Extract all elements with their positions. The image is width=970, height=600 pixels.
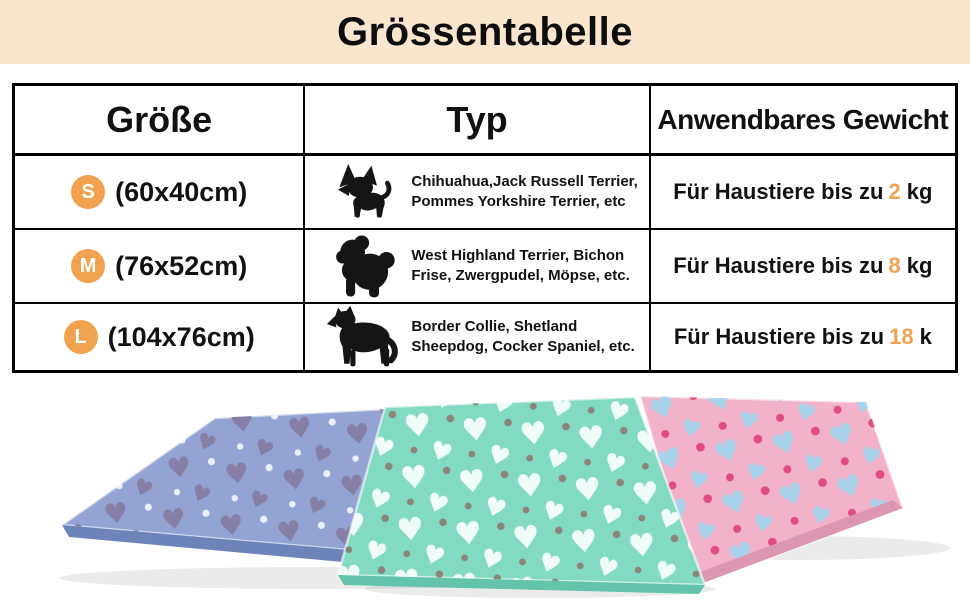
weight-cell-s: Für Haustiere bis zu 2 kg [648, 156, 955, 228]
weight-cell-m: Für Haustiere bis zu 8 kg [648, 230, 955, 302]
breed-line: Chihuahua,Jack Russell Terrier, [411, 173, 638, 190]
size-badge-m: M [71, 249, 106, 283]
mint-heart-blanket [336, 395, 707, 594]
size-badge-s: S [71, 175, 106, 209]
breed-text-s: Chihuahua,Jack Russell Terrier, Pommes Y… [411, 172, 637, 212]
table-row-l: L (104x76cm) [15, 302, 955, 370]
chihuahua-icon [319, 162, 411, 222]
breed-line: Border Collie, Shetland [411, 318, 578, 335]
pink-heart-blanket [638, 394, 905, 588]
column-header-typ: Typ [446, 98, 508, 140]
breed-text-m: West Highland Terrier, Bichon Frise, Zwe… [411, 246, 629, 286]
breed-line: Sheepdog, Cocker Spaniel, etc. [411, 338, 635, 355]
size-dims-l: (104x76cm) [107, 321, 255, 352]
table-row-s: S (60x40cm) [15, 154, 955, 228]
breed-line: West Highland Terrier, Bichon [411, 247, 625, 264]
breed-line: Pommes Yorkshire Terrier, etc [411, 193, 626, 210]
size-table: Größe Typ Anwendbares Gewicht S (60x40cm… [12, 83, 958, 373]
type-cell-s: Chihuahua,Jack Russell Terrier, Pommes Y… [303, 156, 648, 228]
page-title: Grössentabelle [336, 9, 633, 54]
size-cell-s: S (60x40cm) [15, 156, 303, 228]
size-cell-m: M (76x52cm) [15, 230, 303, 302]
weight-value: 2 [888, 179, 901, 204]
table-row-m: M (76x52cm) [15, 228, 955, 302]
bichon-frise-icon [319, 233, 411, 299]
weight-text: Für Haustiere bis zu [673, 179, 884, 204]
header-banner: Grössentabelle [0, 0, 970, 64]
blankets-illustration: ♥ ♥ ♥ ♥ ♥ ♥ [58, 394, 950, 598]
weight-value: 18 [889, 324, 914, 349]
weight-cell-l: Für Haustiere bis zu 18 k [648, 304, 955, 370]
weight-unit: kg [906, 253, 933, 278]
size-cell-l: L (104x76cm) [15, 304, 303, 370]
border-collie-icon [319, 305, 411, 369]
table-header-row: Größe Typ Anwendbares Gewicht [15, 86, 955, 154]
type-cell-m: West Highland Terrier, Bichon Frise, Zwe… [303, 230, 648, 302]
column-header-groesse: Größe [106, 98, 213, 140]
header-cell-size: Größe [15, 86, 303, 153]
weight-unit: kg [906, 179, 933, 204]
weight-unit: k [919, 324, 932, 349]
size-dims-s: (60x40cm) [115, 176, 248, 207]
size-dims-m: (76x52cm) [115, 250, 248, 281]
header-cell-type: Typ [303, 86, 648, 153]
breed-text-l: Border Collie, Shetland Sheepdog, Cocker… [411, 317, 634, 357]
weight-text: Für Haustiere bis zu [673, 324, 885, 349]
column-header-gewicht: Anwendbares Gewicht [657, 103, 949, 135]
size-badge-l: L [63, 320, 98, 354]
type-cell-l: Border Collie, Shetland Sheepdog, Cocker… [303, 304, 648, 370]
product-photo: ♥ ♥ ♥ ♥ ♥ ♥ [0, 378, 970, 600]
breed-line: Frise, Zwergpudel, Möpse, etc. [411, 267, 630, 284]
header-cell-weight: Anwendbares Gewicht [648, 86, 955, 153]
weight-value: 8 [888, 253, 901, 278]
weight-text: Für Haustiere bis zu [673, 253, 884, 278]
